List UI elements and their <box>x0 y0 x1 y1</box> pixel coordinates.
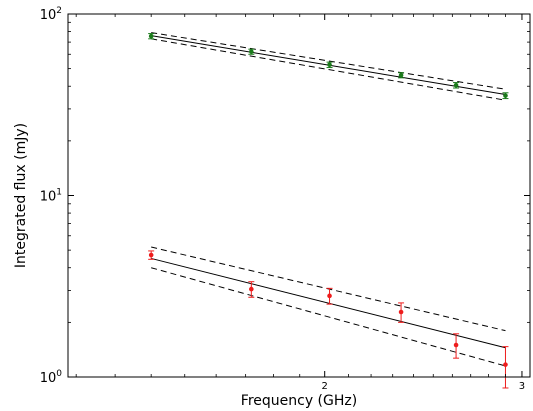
data-marker <box>249 286 254 292</box>
x-axis-label: Frequency (GHz) <box>241 393 357 409</box>
data-marker <box>398 72 404 78</box>
series-2-fit-lower-bound <box>151 267 506 367</box>
series-2-point-4 <box>398 302 405 323</box>
series-2-point-6 <box>502 346 509 389</box>
y-tick-label: 101 <box>40 188 62 205</box>
series-1-point-2 <box>248 48 255 55</box>
data-marker <box>503 93 508 98</box>
data-marker <box>327 293 332 299</box>
axes: 100 101 102 2 3 <box>40 6 530 392</box>
data-marker <box>453 342 459 348</box>
series-2-fit-line <box>151 257 506 349</box>
data-marker <box>398 309 404 315</box>
series-2-point-2 <box>248 281 255 298</box>
series-1-point-3 <box>326 61 333 69</box>
series-1-fit-upper-bound <box>151 32 506 90</box>
x-tick-label: 3 <box>519 381 525 392</box>
series-1-point-6 <box>502 92 509 100</box>
series-2-fit-upper-bound <box>151 246 506 332</box>
data-marker <box>249 49 254 54</box>
series-1-point-5 <box>453 82 460 89</box>
series-2-point-5 <box>453 333 460 359</box>
series-1-point-1 <box>148 33 155 40</box>
data-marker <box>148 33 154 39</box>
data-marker <box>453 82 459 88</box>
data-marker <box>327 62 332 68</box>
series-1-point-4 <box>398 72 405 79</box>
plot-frame <box>67 13 531 378</box>
series-2-point-1 <box>148 250 155 260</box>
y-tick-label: 100 <box>40 369 63 386</box>
y-tick-label: 102 <box>40 6 62 23</box>
x-tick-label: 2 <box>322 381 328 392</box>
y-axis-label: Integrated flux (mJy) <box>13 123 29 268</box>
data-marker <box>148 252 154 258</box>
plot-area <box>148 32 509 389</box>
series-2-point-3 <box>326 287 333 305</box>
series-1-fit-lower-bound <box>151 38 506 101</box>
data-marker <box>503 362 508 367</box>
